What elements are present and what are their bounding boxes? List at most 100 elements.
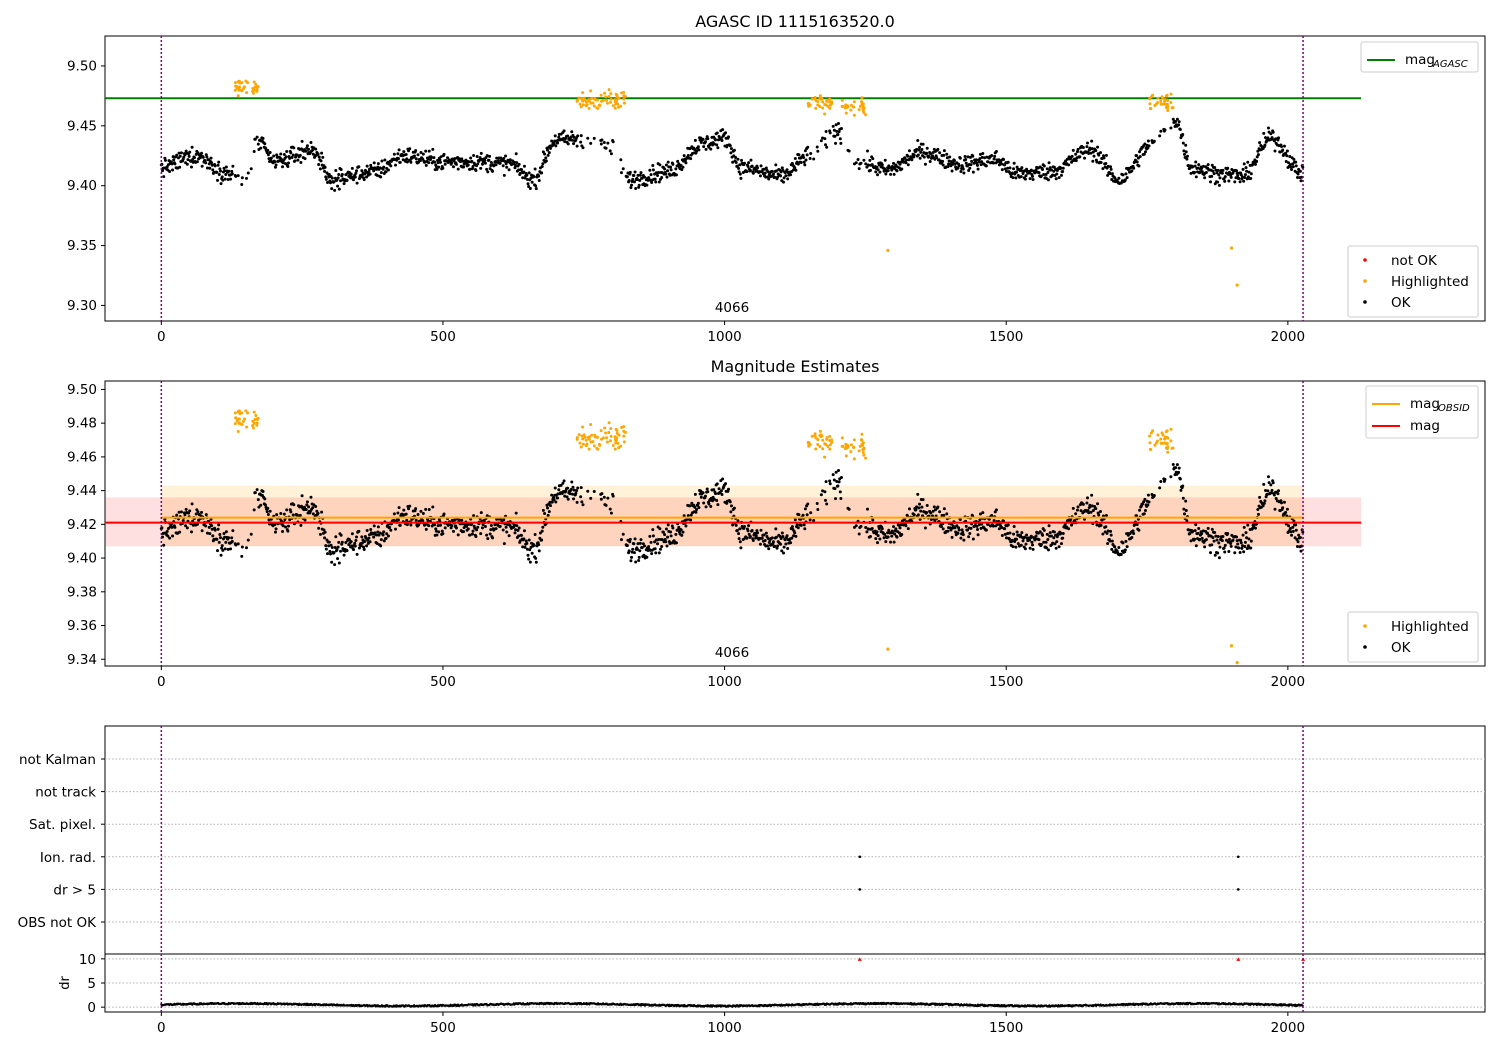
ok-point [498, 524, 502, 528]
ok-point [832, 478, 836, 482]
highlighted-point [840, 98, 844, 102]
highlighted-point [814, 447, 818, 451]
ok-point [1285, 507, 1289, 511]
ok-point [823, 490, 827, 494]
ok-point [1085, 501, 1089, 505]
ok-point [476, 525, 480, 529]
ok-point [969, 163, 973, 167]
ok-point [838, 137, 842, 141]
ok-point [1227, 550, 1231, 554]
ok-point [674, 541, 678, 545]
ok-point [1012, 167, 1016, 171]
ok-point [797, 513, 801, 517]
ok-point [1206, 531, 1210, 535]
ok-point [470, 532, 474, 536]
ok-point [836, 133, 840, 137]
ok-point [443, 526, 447, 530]
ok-point [433, 523, 437, 527]
ok-point [1135, 514, 1139, 518]
ok-point [716, 146, 720, 150]
ok-point [540, 171, 544, 175]
ok-point [340, 540, 344, 544]
ok-point [281, 529, 285, 533]
ok-point [770, 536, 774, 540]
ok-point [592, 136, 596, 140]
ok-point [654, 551, 658, 555]
ok-point [899, 523, 903, 527]
ok-point [322, 528, 326, 532]
ok-point [471, 529, 475, 533]
ok-point [317, 526, 321, 530]
ok-point [1218, 176, 1222, 180]
highlighted-point [841, 104, 845, 108]
ok-point [755, 529, 759, 533]
ok-point [570, 480, 574, 484]
ok-point [505, 530, 509, 534]
ok-point [263, 142, 267, 146]
ok-point [284, 525, 288, 529]
ok-point [651, 163, 655, 167]
agasc-ytick-label: 9.50 [67, 58, 97, 74]
ok-point [801, 513, 805, 517]
ok-point [1163, 128, 1167, 132]
ok-point [1294, 523, 1298, 527]
ok-point [693, 492, 697, 496]
ok-point [1000, 533, 1004, 537]
ok-point [828, 482, 832, 486]
ok-point [389, 164, 393, 168]
highlighted-point [589, 101, 593, 105]
ok-point [507, 168, 511, 172]
ok-point [664, 172, 668, 176]
ok-point [333, 188, 337, 192]
ok-point [633, 537, 637, 541]
ok-point [443, 162, 447, 166]
ok-point [759, 164, 763, 168]
ok-point [512, 160, 516, 164]
highlighted-point [1169, 100, 1173, 104]
ok-point [1125, 176, 1129, 180]
ok-point [805, 513, 809, 517]
highlighted-point [807, 102, 811, 106]
ok-point [1299, 179, 1303, 183]
ok-point [479, 532, 483, 536]
ok-point [205, 166, 209, 170]
ok-point [543, 512, 547, 516]
ok-point [1014, 545, 1018, 549]
ok-point [259, 503, 263, 507]
magnitude-xtick-label: 500 [430, 674, 456, 690]
ok-point [557, 135, 561, 139]
ok-point [960, 528, 964, 532]
ok-point [342, 182, 346, 186]
highlighted-point [818, 104, 822, 108]
ok-point [421, 152, 425, 156]
ok-point [857, 532, 861, 536]
ok-point [1011, 545, 1015, 549]
ok-point [1204, 171, 1208, 175]
ok-point [1178, 128, 1182, 132]
ok-point [651, 534, 655, 538]
ok-point [767, 541, 771, 545]
ok-point [1006, 523, 1010, 527]
ok-point [1131, 529, 1135, 533]
ok-point [1227, 537, 1231, 541]
ok-point [1055, 535, 1059, 539]
ok-point [216, 549, 220, 553]
ok-point [372, 524, 376, 528]
ok-point [485, 154, 489, 158]
ok-point [261, 136, 265, 140]
ok-point [802, 523, 806, 527]
ok-point [1000, 168, 1004, 172]
ok-point [479, 511, 483, 515]
ok-point [720, 139, 724, 143]
ok-point [876, 168, 880, 172]
ok-point [1011, 176, 1015, 180]
highlighted-point [852, 105, 856, 109]
highlighted-point [813, 95, 817, 99]
highlighted-point [583, 435, 587, 439]
ok-point [1024, 542, 1028, 546]
ok-point [742, 161, 746, 165]
ok-point [480, 526, 484, 530]
ok-point [921, 142, 925, 146]
ok-point [824, 129, 828, 133]
